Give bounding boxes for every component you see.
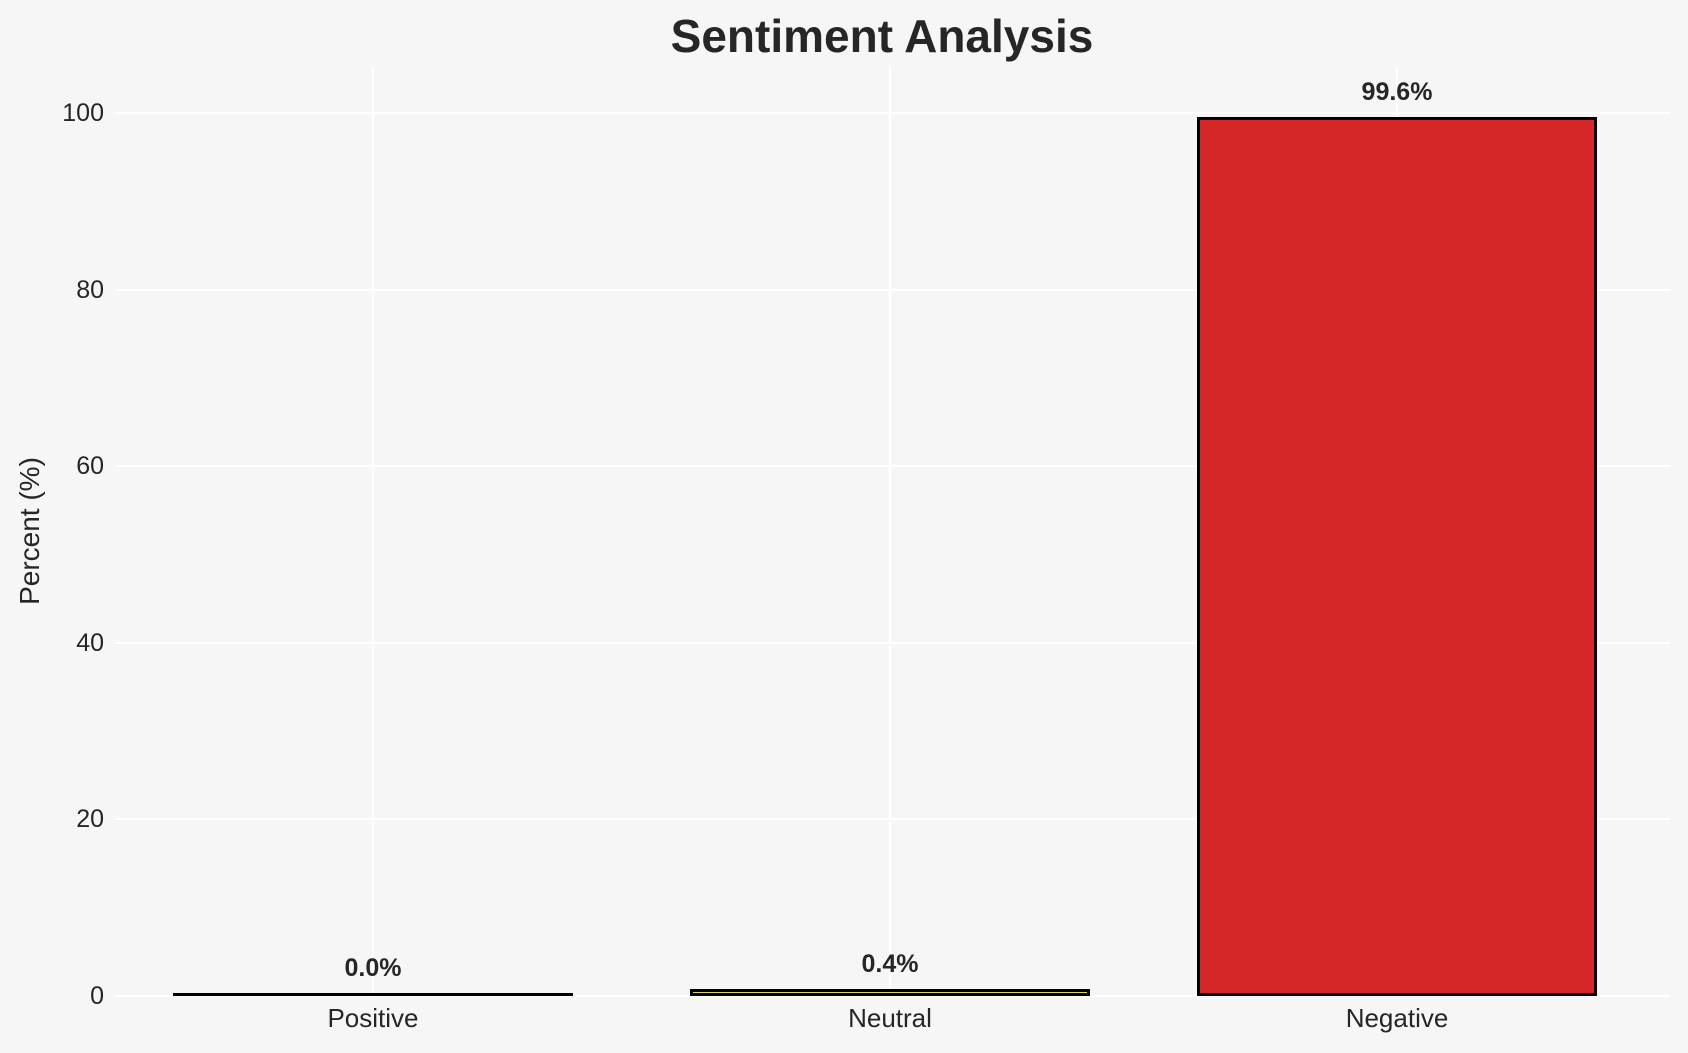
y-tick-label-80: 80 <box>76 276 104 304</box>
horizontal-gridline <box>115 641 1670 644</box>
vertical-gridline <box>372 67 374 996</box>
bar-negative <box>1197 116 1597 996</box>
x-tick-label-neutral: Neutral <box>848 1003 932 1033</box>
vertical-gridline <box>889 67 891 996</box>
x-tick-label-positive: Positive <box>327 1003 419 1033</box>
horizontal-gridline <box>115 112 1670 114</box>
y-tick-label-60: 60 <box>76 452 104 480</box>
value-label-positive: 0.0% <box>344 954 402 982</box>
y-tick-label-100: 100 <box>62 99 104 127</box>
chart-title: Sentiment Analysis <box>670 10 1094 62</box>
bar-positive <box>173 993 573 996</box>
y-tick-label-0: 0 <box>90 982 104 1010</box>
bar-neutral <box>690 989 1090 996</box>
value-label-neutral: 0.4% <box>861 950 919 978</box>
horizontal-gridline <box>115 465 1670 468</box>
y-tick-label-40: 40 <box>76 629 104 657</box>
horizontal-gridline <box>115 818 1670 821</box>
y-tick-label-20: 20 <box>76 805 104 833</box>
horizontal-gridline <box>115 995 1670 997</box>
horizontal-gridline <box>115 288 1670 291</box>
x-tick-label-negative: Negative <box>1345 1003 1449 1033</box>
value-label-negative: 99.6% <box>1361 77 1433 106</box>
